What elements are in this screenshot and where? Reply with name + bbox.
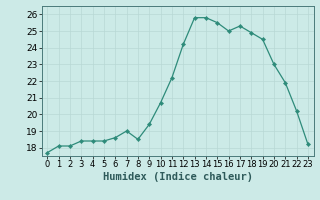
X-axis label: Humidex (Indice chaleur): Humidex (Indice chaleur): [103, 172, 252, 182]
